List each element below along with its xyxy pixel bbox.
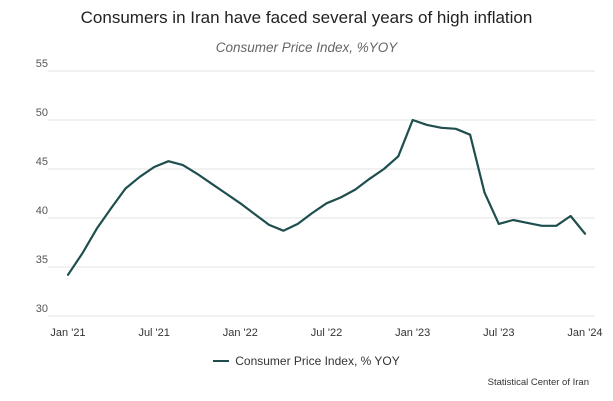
y-tick-label: 35 [36, 254, 48, 266]
y-tick-label: 40 [36, 205, 48, 217]
series-line-cpi [66, 118, 587, 276]
x-tick-label: Jul '23 [483, 327, 514, 339]
y-tick-label: 45 [36, 156, 48, 168]
chart-title: Consumers in Iran have faced several yea… [80, 8, 533, 27]
legend: Consumer Price Index, % YOY [0, 354, 613, 368]
x-tick-label: Jul '21 [138, 327, 169, 339]
x-tick-label: Jul '22 [311, 327, 342, 339]
chart-subtitle: Consumer Price Index, %YOY [215, 40, 398, 55]
x-tick-label: Jan '24 [567, 327, 602, 339]
x-tick-label: Jan '23 [395, 327, 430, 339]
legend-swatch [213, 360, 230, 362]
line-chart: 30 35 40 45 50 55 Jan '21 Jul '21 Jan '22 Jul '22… [36, 58, 603, 339]
x-tick-label: Jan '22 [223, 327, 258, 339]
y-tick-label: 50 [36, 107, 48, 119]
y-tick-label: 30 [36, 303, 48, 315]
y-tick-label: 55 [36, 58, 48, 70]
source-note: Statistical Center of Iran [487, 377, 589, 388]
legend-label: Consumer Price Index, % YOY [235, 354, 400, 368]
x-tick-label: Jan '21 [50, 327, 85, 339]
